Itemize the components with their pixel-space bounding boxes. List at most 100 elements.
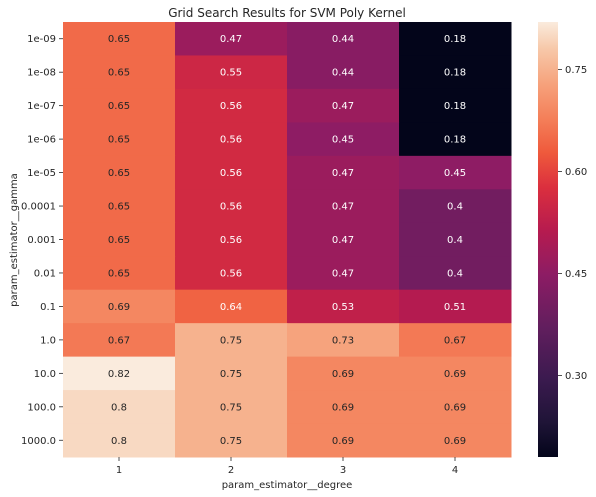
y-tick-label: 0.001 [27,235,56,246]
heatmap-cell [399,22,512,56]
heatmap-cell [175,256,288,291]
heatmap-cell [175,88,288,123]
heatmap-cell [175,155,288,190]
cell-value-label: 0.47 [332,101,354,112]
heatmap-cell [63,88,176,123]
cell-value-label: 0.56 [220,268,242,279]
heatmap-cell [287,289,400,324]
cell-value-label: 0.44 [332,68,354,79]
heatmap-cell [399,55,512,90]
heatmap-cell [287,222,400,257]
heatmap-cell [399,356,512,391]
heatmap-cell [63,155,176,190]
heatmap-cell [399,222,512,257]
heatmap-cell [399,88,512,123]
heatmap-cell [175,55,288,90]
heatmap-cell [399,155,512,190]
cell-value-label: 0.65 [108,235,130,246]
colorbar-tick-label: 0.45 [565,269,587,280]
colorbar [538,22,558,457]
cell-value-label: 0.69 [108,302,130,313]
heatmap-cell [175,423,288,458]
heatmap-cell [287,55,400,90]
colorbar-ticks: 0.30 0.45 0.60 0.75 [558,65,587,382]
cell-value-label: 0.67 [108,335,130,346]
heatmap-cell [63,289,176,324]
cell-value-label: 0.53 [332,302,354,313]
x-tick-label: 1 [116,465,122,476]
cell-value-label: 0.75 [220,436,242,447]
cell-value-label: 0.18 [444,101,466,112]
colorbar-tick-label: 0.60 [565,167,587,178]
cell-value-label: 0.56 [220,135,242,146]
x-tick-label: 4 [452,465,458,476]
heatmap-cell [287,88,400,123]
heatmap-cell [63,55,176,90]
cell-value-label: 0.47 [332,268,354,279]
cell-value-label: 0.65 [108,135,130,146]
heatmap-cell [175,390,288,425]
cell-value-label: 0.65 [108,202,130,213]
cell-value-label: 0.65 [108,34,130,45]
heatmap-cell [175,22,288,56]
cell-value-label: 0.8 [111,436,127,447]
heatmap-cell [287,122,400,157]
cell-value-label: 0.56 [220,202,242,213]
y-tick-label: 0.01 [34,268,56,279]
x-tick-label: 3 [340,465,346,476]
heatmap-cell [287,256,400,291]
cell-value-label: 0.47 [220,34,242,45]
cell-value-label: 0.47 [332,235,354,246]
cell-value-label: 0.8 [111,402,127,413]
y-tick-label: 0.1 [40,302,56,313]
cell-value-label: 0.4 [447,202,463,213]
heatmap-cell [175,289,288,324]
cell-value-label: 0.18 [444,68,466,79]
cell-value-label: 0.47 [332,202,354,213]
cell-value-label: 0.75 [220,402,242,413]
heatmap-cell [63,22,176,56]
y-axis-label: param_estimator__gamma [9,173,20,307]
heatmap-cell [175,189,288,224]
heatmap-cells: 0.65 0.47 0.44 0.18 0.65 0.55 0.44 0.18 0.65 0.56… [63,22,512,458]
cell-value-label: 0.18 [444,135,466,146]
cell-value-label: 0.56 [220,168,242,179]
heatmap-cell [287,155,400,190]
cell-value-label: 0.65 [108,101,130,112]
cell-value-label: 0.18 [444,34,466,45]
cell-value-label: 0.65 [108,268,130,279]
y-tick-label: 1e-08 [27,68,56,79]
cell-value-label: 0.56 [220,235,242,246]
x-axis-label: param_estimator__degree [222,480,353,491]
heatmap-cell [63,189,176,224]
cell-value-label: 0.45 [444,168,466,179]
cell-value-label: 0.82 [108,369,130,380]
heatmap-cell [63,222,176,257]
cell-value-label: 0.69 [332,369,354,380]
heatmap-cell [287,356,400,391]
cell-value-label: 0.65 [108,168,130,179]
y-tick-label: 10.0 [34,369,56,380]
heatmap-cell [63,122,176,157]
heatmap-cell [63,423,176,458]
heatmap-cell [399,256,512,291]
cell-value-label: 0.4 [447,268,463,279]
cell-value-label: 0.67 [444,335,466,346]
heatmap-cell [287,323,400,358]
y-tick-label: 1e-05 [27,168,56,179]
heatmap-cell [175,222,288,257]
heatmap-cell [399,189,512,224]
y-tick-label: 1.0 [40,335,56,346]
cell-value-label: 0.64 [220,302,242,313]
cell-value-label: 0.65 [108,68,130,79]
heatmap-cell [399,323,512,358]
y-tick-labels: 1e-09 1e-08 1e-07 1e-06 1e-05 0.0001 0.001 0.01… [21,34,63,447]
cell-value-label: 0.47 [332,168,354,179]
cell-value-label: 0.69 [444,402,466,413]
cell-value-label: 0.75 [220,335,242,346]
y-tick-label: 0.0001 [21,202,56,213]
heatmap-cell [175,356,288,391]
heatmap-cell [63,323,176,358]
cell-value-label: 0.44 [332,34,354,45]
